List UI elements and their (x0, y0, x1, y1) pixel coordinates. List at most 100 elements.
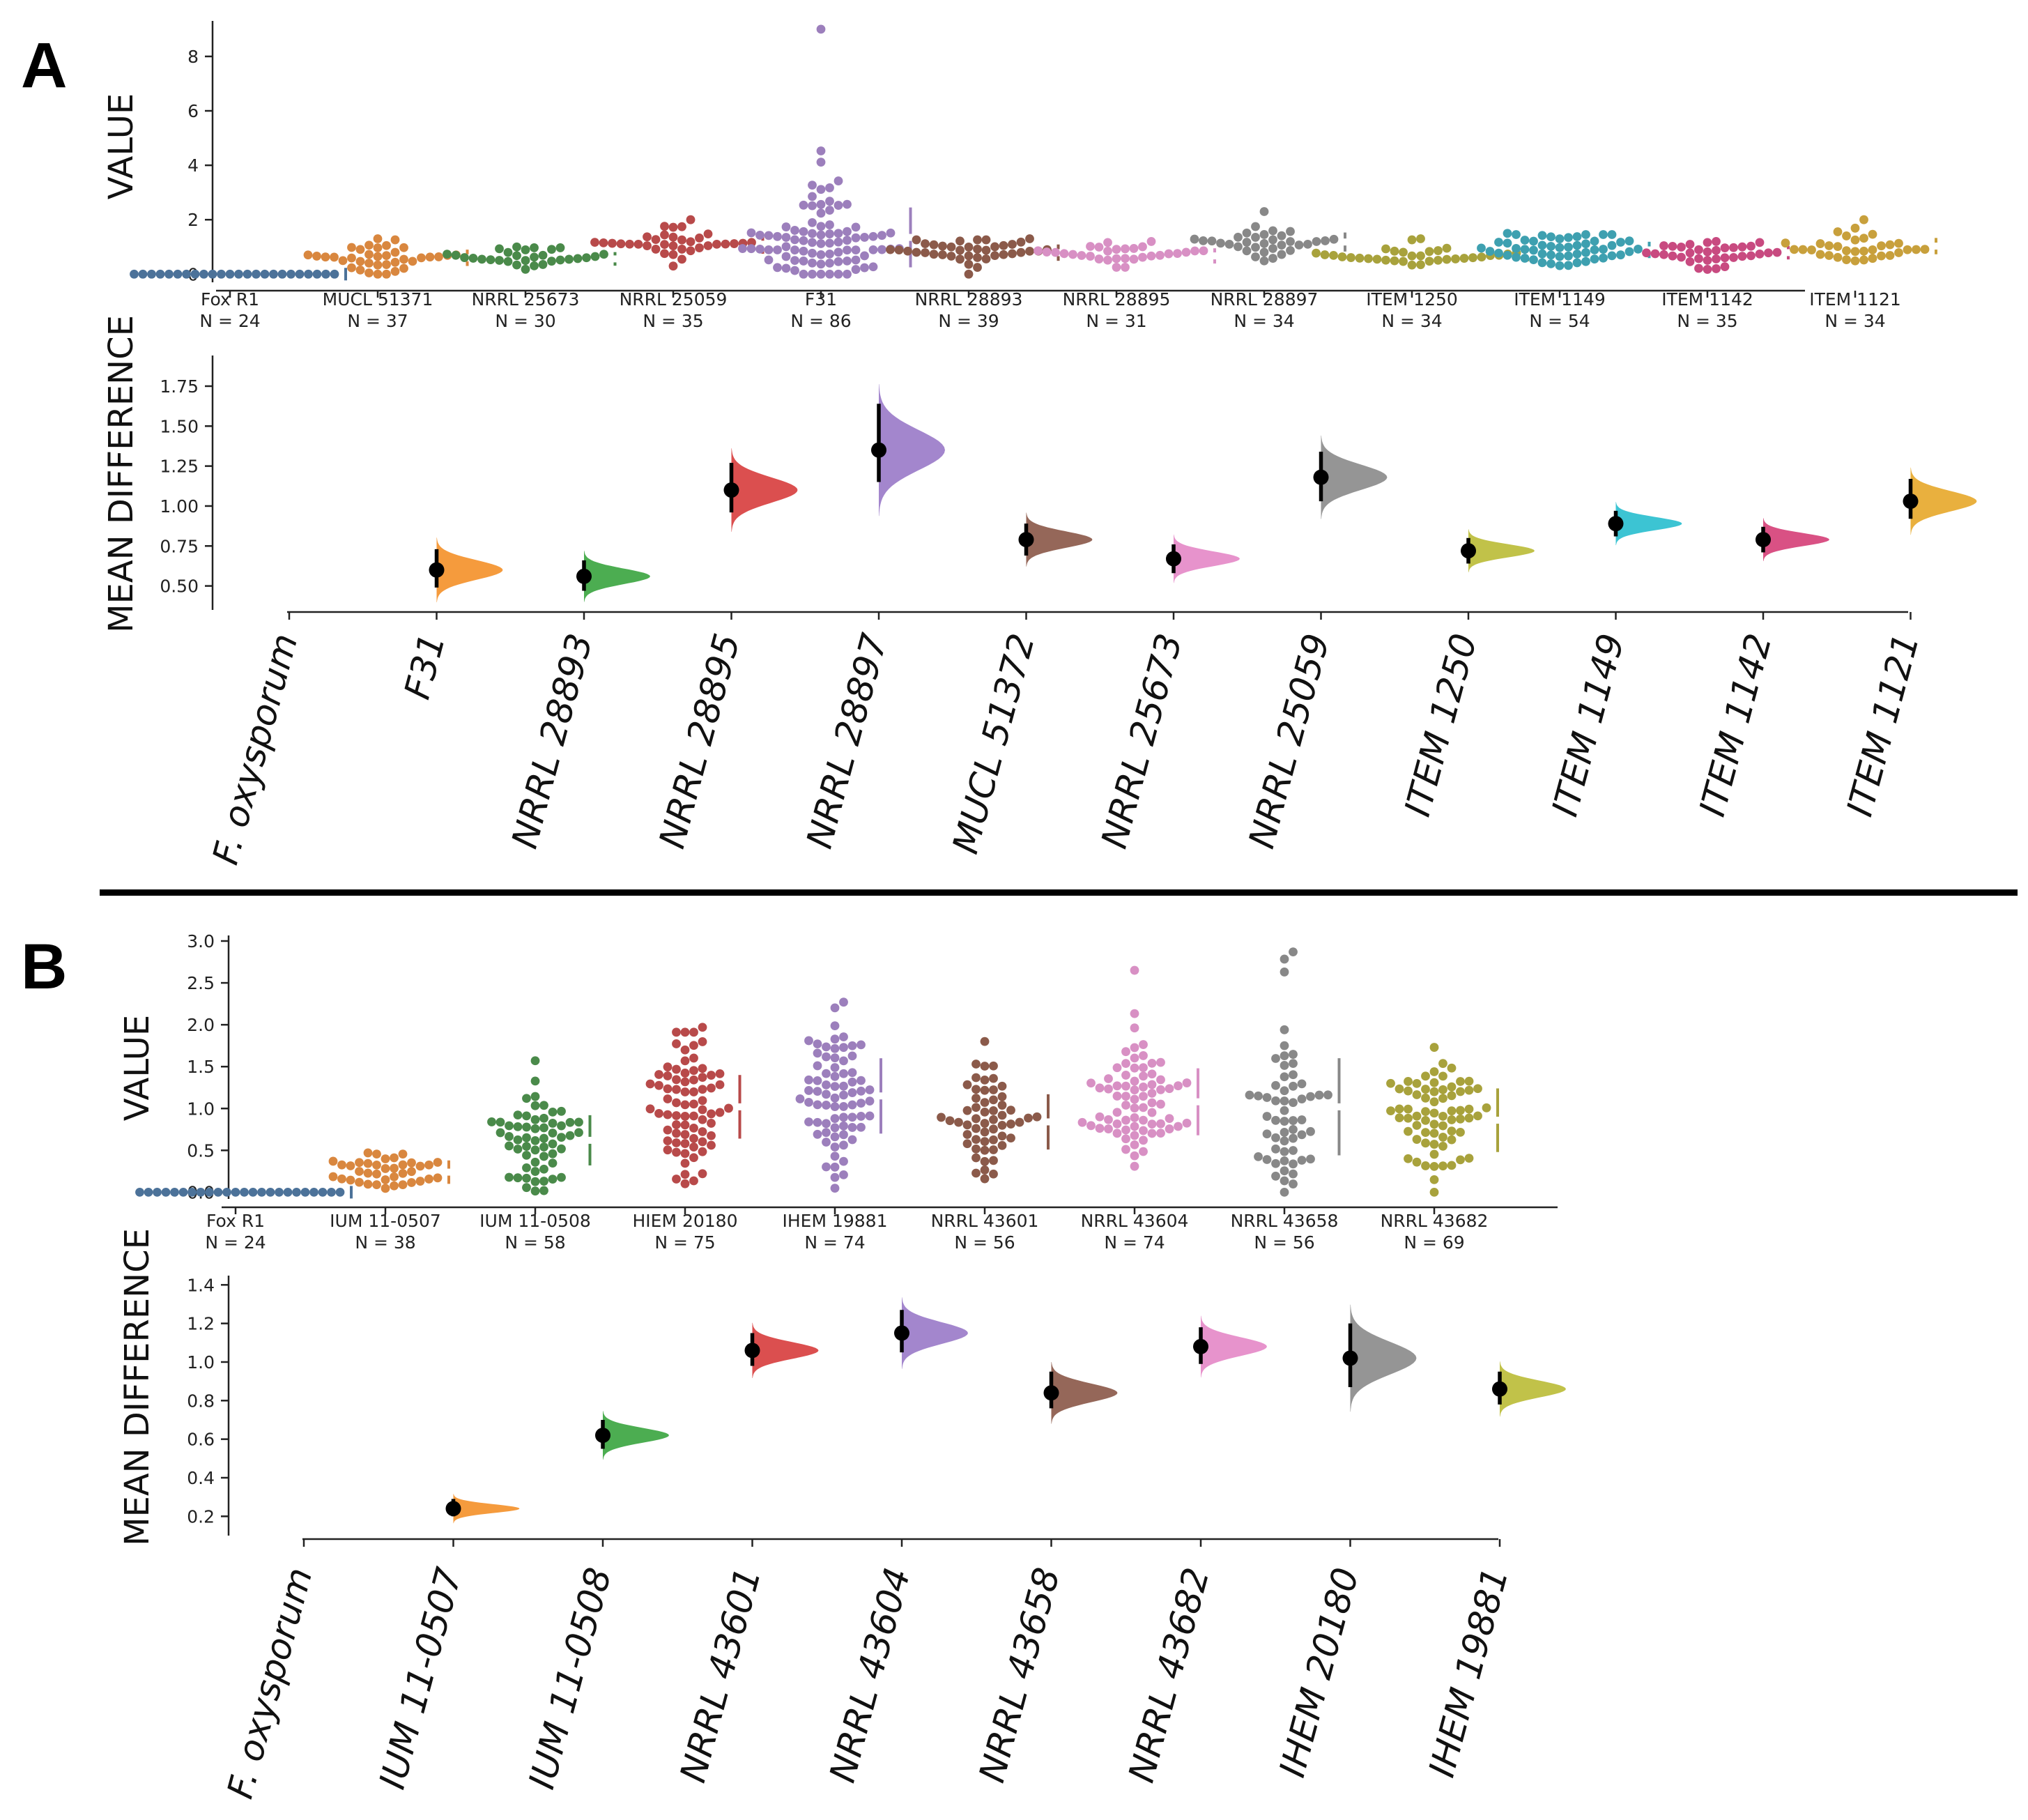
data-point (804, 1117, 813, 1126)
data-point (1271, 1080, 1280, 1090)
data-point (816, 146, 826, 155)
data-point (1512, 244, 1521, 253)
data-point (971, 1094, 981, 1103)
group-n-label: N = 54 (1529, 311, 1590, 331)
swarm-group (1477, 229, 1651, 270)
data-point (1624, 247, 1634, 257)
bootstrap-distribution (752, 1322, 819, 1378)
data-point (1546, 232, 1555, 242)
data-point (1297, 1079, 1307, 1089)
data-point (347, 243, 356, 252)
data-point (1412, 1090, 1422, 1099)
data-point (1306, 1154, 1315, 1164)
data-point (1271, 1054, 1280, 1063)
data-point (1607, 251, 1617, 261)
data-point (668, 250, 678, 259)
data-point (663, 1125, 673, 1135)
data-point (1477, 243, 1486, 253)
data-point (808, 248, 817, 258)
data-point (1429, 1149, 1439, 1159)
data-point (355, 265, 365, 275)
data-point (1280, 1147, 1289, 1156)
data-point (1174, 1081, 1183, 1091)
data-point (530, 1177, 540, 1186)
data-point (816, 259, 826, 269)
bootstrap-group (1342, 1304, 1417, 1412)
data-point (1912, 245, 1921, 254)
data-point (1259, 256, 1269, 266)
data-point (847, 1077, 857, 1087)
data-point (1877, 251, 1886, 261)
data-point (1850, 247, 1860, 257)
data-point (1306, 1092, 1315, 1101)
data-point (686, 215, 696, 224)
value-y-tick-label: 2 (187, 210, 199, 230)
data-point (1103, 255, 1112, 265)
data-point (1121, 1047, 1130, 1057)
data-point (1712, 245, 1721, 255)
data-point (868, 262, 878, 272)
data-point (565, 1117, 575, 1127)
data-point (1442, 254, 1452, 264)
data-point (390, 247, 400, 257)
data-point (1781, 238, 1790, 248)
data-point (225, 269, 235, 279)
data-point (390, 235, 400, 245)
data-point (816, 239, 826, 248)
data-point (839, 1156, 848, 1166)
data-point (1494, 248, 1503, 258)
diff-y-tick-label: 1.0 (187, 1352, 215, 1372)
data-point (1130, 1043, 1139, 1053)
data-point (372, 1180, 381, 1190)
data-point (213, 1187, 223, 1197)
data-point (695, 234, 704, 243)
panel-divider (100, 889, 2018, 896)
data-point (1277, 250, 1286, 259)
bootstrap-group (445, 1494, 520, 1524)
data-point (1503, 229, 1512, 238)
data-point (1381, 255, 1390, 265)
data-point (822, 1080, 831, 1089)
panel-b-difference-plot (445, 1297, 1566, 1524)
data-point (999, 250, 1008, 259)
data-point (1259, 238, 1269, 248)
data-point (677, 235, 686, 245)
data-point (1537, 231, 1547, 240)
data-point (813, 1129, 822, 1139)
data-point (217, 269, 226, 279)
bootstrap-distribution (1500, 1361, 1566, 1417)
group-name-label: HIEM 20180 (632, 1211, 737, 1231)
data-point (530, 1145, 540, 1155)
group-name-label: NRRL 43658 (1231, 1211, 1339, 1231)
data-point (1677, 252, 1686, 262)
data-point (677, 254, 686, 264)
data-point (522, 1142, 531, 1151)
data-point (1297, 1094, 1307, 1104)
data-point (390, 1181, 399, 1191)
data-point (945, 1116, 955, 1126)
strain-label: NRRL 28897 (799, 629, 896, 852)
data-point (495, 256, 504, 265)
data-point (886, 245, 895, 254)
mean-difference-point (1313, 469, 1329, 485)
data-point (808, 201, 817, 211)
data-point (530, 1167, 540, 1176)
data-point (816, 230, 826, 240)
data-point (547, 245, 556, 254)
data-point (781, 263, 791, 273)
data-point (503, 247, 513, 257)
data-point (382, 251, 391, 260)
data-point (808, 229, 817, 238)
data-point (530, 1076, 540, 1086)
data-point (548, 1158, 558, 1168)
data-point (808, 181, 817, 190)
mean-difference-point (894, 1325, 909, 1341)
data-point (1312, 237, 1321, 246)
data-point (1156, 1129, 1165, 1138)
data-point (1262, 1129, 1272, 1139)
data-point (971, 1135, 981, 1145)
data-point (1034, 246, 1043, 256)
data-point (839, 1032, 848, 1041)
data-point (1271, 1144, 1280, 1154)
